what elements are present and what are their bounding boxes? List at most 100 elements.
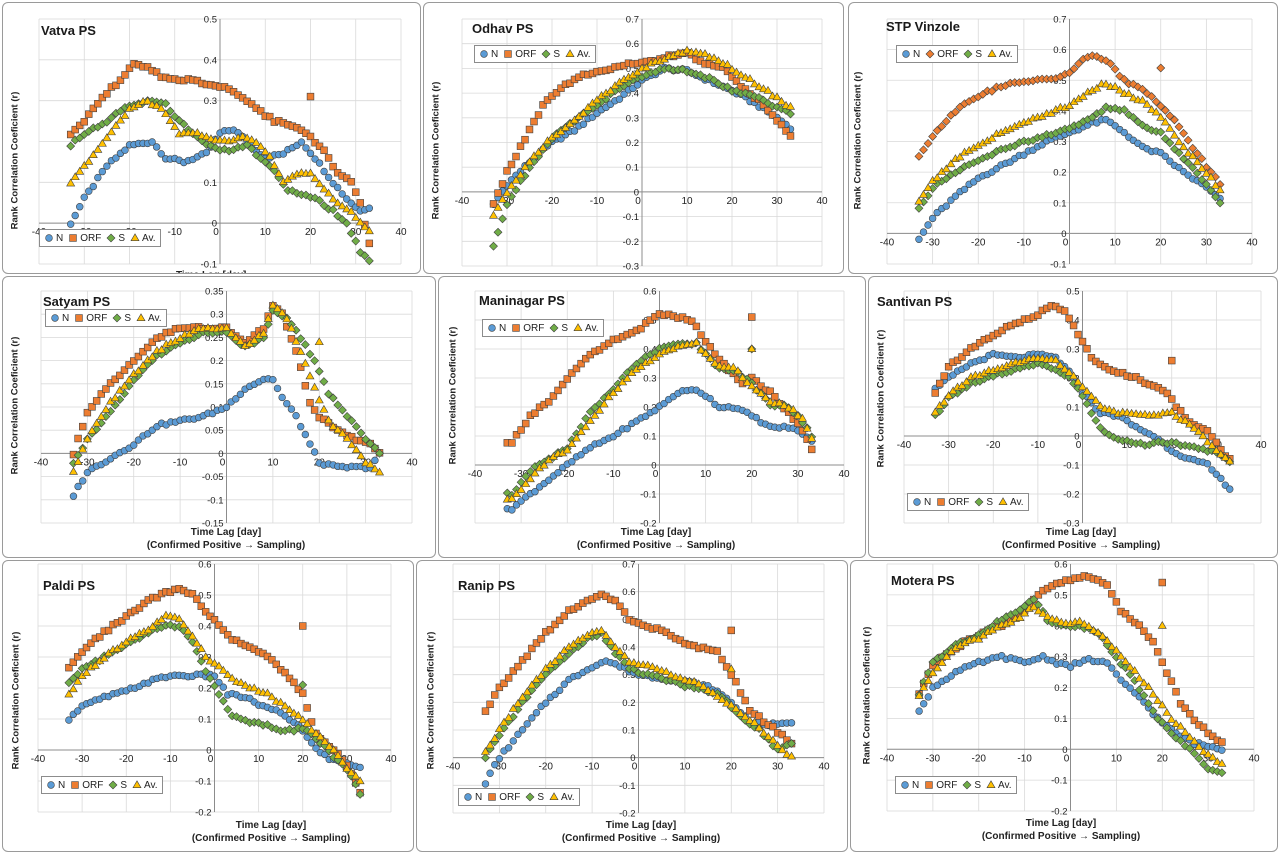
data-point-av	[1203, 749, 1213, 758]
data-point-orf	[1218, 738, 1226, 746]
x-tick-label: -30	[80, 457, 95, 468]
legend-item-av: Av.	[987, 49, 1013, 60]
data-point-orf	[987, 86, 997, 96]
series-orf	[66, 60, 374, 248]
data-point-s	[493, 227, 503, 237]
legend-marker-diamond-icon	[541, 49, 551, 59]
x-axis-label: Time Lag [day] (Confirmed Positive → Samp…	[96, 526, 356, 552]
data-point-av	[1156, 112, 1166, 121]
chart-panel-paldi-ps: -40-30-20-10010203040-0.2-0.100.10.20.30…	[2, 560, 414, 852]
data-point-av	[636, 362, 646, 370]
data-point-orf	[135, 604, 144, 612]
data-point-n	[1123, 416, 1131, 425]
data-point-av	[759, 728, 769, 737]
legend-label: N	[58, 779, 66, 791]
series-n	[915, 651, 1226, 754]
data-point-n	[287, 405, 296, 413]
data-point-av	[701, 348, 711, 357]
y-axis-label: Rank Correlation Coeficient (r)	[10, 631, 22, 770]
data-point-s	[1179, 154, 1188, 164]
data-point-n	[787, 719, 796, 727]
data-point-av	[772, 92, 782, 101]
data-point-av	[1125, 662, 1135, 671]
data-point-s	[1211, 192, 1220, 202]
data-point-av	[1077, 382, 1088, 391]
chart-panel-stp-vinzole: -40 -30 -20 -10 0 10 20 30 40 -0.1 0 0.1 0.2 0.3 0.4 0.…	[848, 2, 1278, 274]
data-point-av	[777, 745, 787, 754]
x-axis-label-line1: Time Lag [day]	[1025, 818, 1097, 829]
x-tick-label: -20	[539, 762, 554, 773]
data-point-av	[522, 687, 532, 696]
legend: N ORF S Av.	[458, 788, 580, 806]
y-tick-label: 0.2	[1053, 168, 1066, 179]
data-point-av	[578, 108, 589, 117]
data-point-av	[298, 715, 308, 724]
data-point-orf	[82, 643, 91, 652]
data-point-av	[307, 725, 317, 734]
data-point-av	[124, 375, 134, 384]
data-point-av	[928, 668, 938, 677]
data-point-orf	[577, 359, 585, 368]
y-tick-label: -0.1	[1051, 776, 1067, 787]
data-point-orf	[85, 110, 93, 118]
data-point-av	[342, 433, 352, 442]
data-point-av	[569, 639, 579, 648]
data-point-n	[222, 403, 231, 412]
y-tick-label: -0.2	[619, 809, 635, 820]
legend: N ORF S Av.	[474, 45, 596, 63]
data-point-av	[269, 160, 279, 169]
data-point-s	[723, 82, 732, 92]
data-point-orf	[539, 101, 547, 109]
y-tick-label: 0.5	[1066, 287, 1079, 298]
data-point-orf	[143, 63, 152, 71]
legend-marker-triangle-icon	[565, 49, 575, 58]
data-point-orf	[69, 658, 78, 666]
data-point-av	[756, 388, 766, 397]
data-point-n	[301, 430, 310, 439]
data-point-av	[1029, 602, 1039, 611]
legend: N ORF S Av.	[39, 229, 161, 247]
data-point-av	[709, 53, 719, 62]
data-point-s	[585, 407, 595, 417]
data-point-av	[192, 638, 202, 647]
data-point-s	[1091, 416, 1101, 425]
data-point-orf	[543, 96, 552, 104]
data-point-av	[133, 366, 143, 375]
data-point-orf	[940, 372, 948, 380]
data-point-av	[236, 678, 246, 686]
data-point-av	[696, 345, 706, 354]
data-point-orf	[247, 100, 256, 108]
data-point-orf	[1083, 345, 1091, 353]
data-point-orf	[111, 375, 119, 384]
data-point-orf	[1106, 59, 1115, 69]
data-point-av	[1104, 404, 1114, 413]
data-point-n	[1161, 152, 1170, 161]
data-point-orf	[281, 668, 289, 677]
legend-label: S	[975, 48, 983, 60]
data-point-av	[728, 362, 738, 371]
data-point-av	[1134, 673, 1144, 682]
y-tick-label: -0.1	[1050, 260, 1066, 271]
data-point-orf	[692, 322, 701, 331]
data-point-orf	[143, 343, 152, 352]
data-point-av	[143, 96, 153, 105]
y-tick-label: 0.2	[626, 138, 639, 149]
data-point-n	[577, 451, 585, 459]
legend-marker-square-icon	[488, 793, 496, 801]
y-tick-label: 0.4	[626, 89, 639, 100]
y-tick-label: 0.5	[1054, 590, 1067, 601]
legend-label: ORF	[523, 322, 545, 334]
data-point-av	[157, 345, 167, 353]
data-point-s	[351, 236, 361, 246]
data-point-orf	[595, 346, 604, 354]
y-tick-label: 0.5	[626, 64, 639, 75]
data-point-s	[179, 119, 189, 129]
data-point-s	[64, 678, 74, 688]
data-point-av	[914, 691, 924, 699]
legend-marker-diamond-icon	[525, 792, 535, 802]
data-point-orf	[94, 100, 102, 108]
data-point-n	[215, 678, 223, 687]
data-point-av	[1198, 431, 1208, 440]
data-point-av	[738, 373, 748, 381]
data-point-av	[88, 150, 98, 159]
